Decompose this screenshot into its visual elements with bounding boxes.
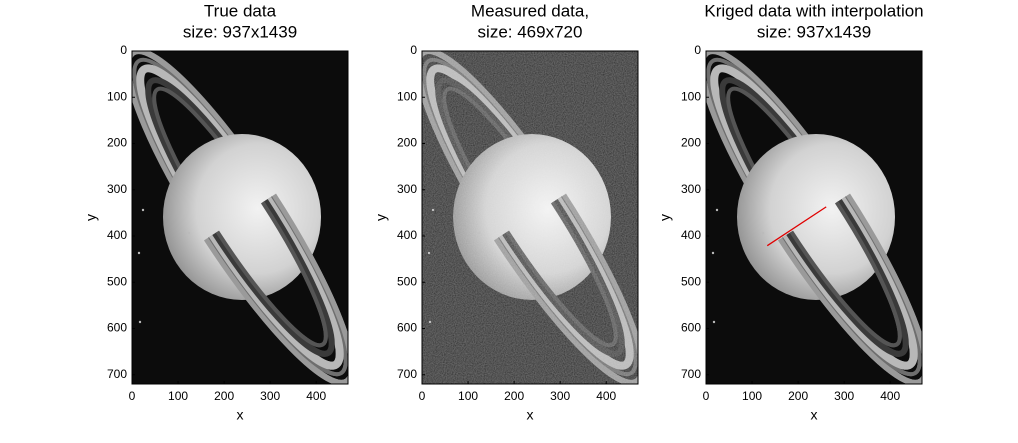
moon (712, 320, 716, 324)
y-tick-label: 600 (107, 321, 127, 335)
x-tick-label: 0 (129, 389, 136, 403)
y-tick-label: 0 (694, 43, 701, 57)
panel: Measured data, size: 469x720 0 100 200 300 400… (373, 1, 639, 423)
moon (477, 231, 481, 235)
y-tick-label: 400 (681, 228, 701, 242)
y-tick-label: 200 (107, 136, 127, 150)
y-tick-label: 700 (107, 367, 127, 381)
axes-frame (131, 50, 349, 385)
y-tick-label: 400 (397, 228, 417, 242)
y-tick-label: 100 (107, 89, 127, 103)
y-tick-label: 700 (397, 367, 417, 381)
moon (187, 231, 191, 235)
y-tick-label: 200 (681, 136, 701, 150)
moon (715, 208, 719, 212)
x-tick-label: 300 (260, 389, 280, 403)
moon (711, 251, 715, 255)
planet (163, 134, 321, 300)
y-axis-label: y (83, 214, 99, 221)
moon (137, 251, 141, 255)
chart-title: Kriged data with interpolation (704, 1, 923, 20)
y-tick-label: 600 (681, 321, 701, 335)
moon (427, 251, 431, 255)
chart-title: Measured data, (471, 1, 589, 20)
y-tick-label: 700 (681, 367, 701, 381)
x-tick-label: 400 (880, 389, 900, 403)
y-axis-label: y (373, 214, 389, 221)
panel: True data size: 937x1439 0 100 200 300 400 0 100… (83, 1, 349, 423)
x-tick-label: 300 (834, 389, 854, 403)
y-tick-label: 300 (681, 182, 701, 196)
y-tick-label: 500 (397, 274, 417, 288)
x-tick-label: 100 (742, 389, 762, 403)
x-tick-label: 0 (703, 389, 710, 403)
chart-subtitle: size: 469x720 (478, 22, 583, 41)
x-tick-label: 300 (550, 389, 570, 403)
x-axis-label: x (811, 407, 818, 423)
planet (453, 134, 611, 300)
y-tick-label: 300 (397, 182, 417, 196)
x-tick-label: 200 (788, 389, 808, 403)
x-axis-label: x (237, 407, 244, 423)
x-tick-label: 100 (168, 389, 188, 403)
y-tick-label: 100 (397, 89, 417, 103)
moon (138, 320, 142, 324)
x-tick-label: 100 (458, 389, 478, 403)
chart-subtitle: size: 937x1439 (183, 22, 297, 41)
image (132, 51, 348, 384)
x-axis-label: x (527, 407, 534, 423)
y-tick-label: 200 (397, 136, 417, 150)
chart-title: True data (204, 1, 277, 20)
y-tick-label: 0 (410, 43, 417, 57)
image (422, 51, 638, 384)
x-tick-label: 200 (504, 389, 524, 403)
y-tick-label: 300 (107, 182, 127, 196)
x-tick-label: 200 (214, 389, 234, 403)
moon (141, 208, 145, 212)
panel: Kriged data with interpolation size: 937x… (657, 1, 924, 423)
planet (737, 134, 895, 300)
moon (761, 231, 765, 235)
y-tick-label: 600 (397, 321, 417, 335)
y-tick-label: 500 (681, 274, 701, 288)
moon (428, 320, 432, 324)
y-tick-label: 100 (681, 89, 701, 103)
moon (431, 208, 435, 212)
chart-subtitle: size: 937x1439 (757, 22, 871, 41)
y-axis-label: y (657, 214, 673, 221)
x-tick-label: 400 (596, 389, 616, 403)
interpolation-line (766, 206, 827, 247)
y-tick-label: 400 (107, 228, 127, 242)
axes-frame (705, 50, 923, 385)
y-tick-label: 0 (120, 43, 127, 57)
image (706, 51, 922, 384)
axes-frame (421, 50, 639, 385)
x-tick-label: 400 (306, 389, 326, 403)
x-tick-label: 0 (419, 389, 426, 403)
y-tick-label: 500 (107, 274, 127, 288)
